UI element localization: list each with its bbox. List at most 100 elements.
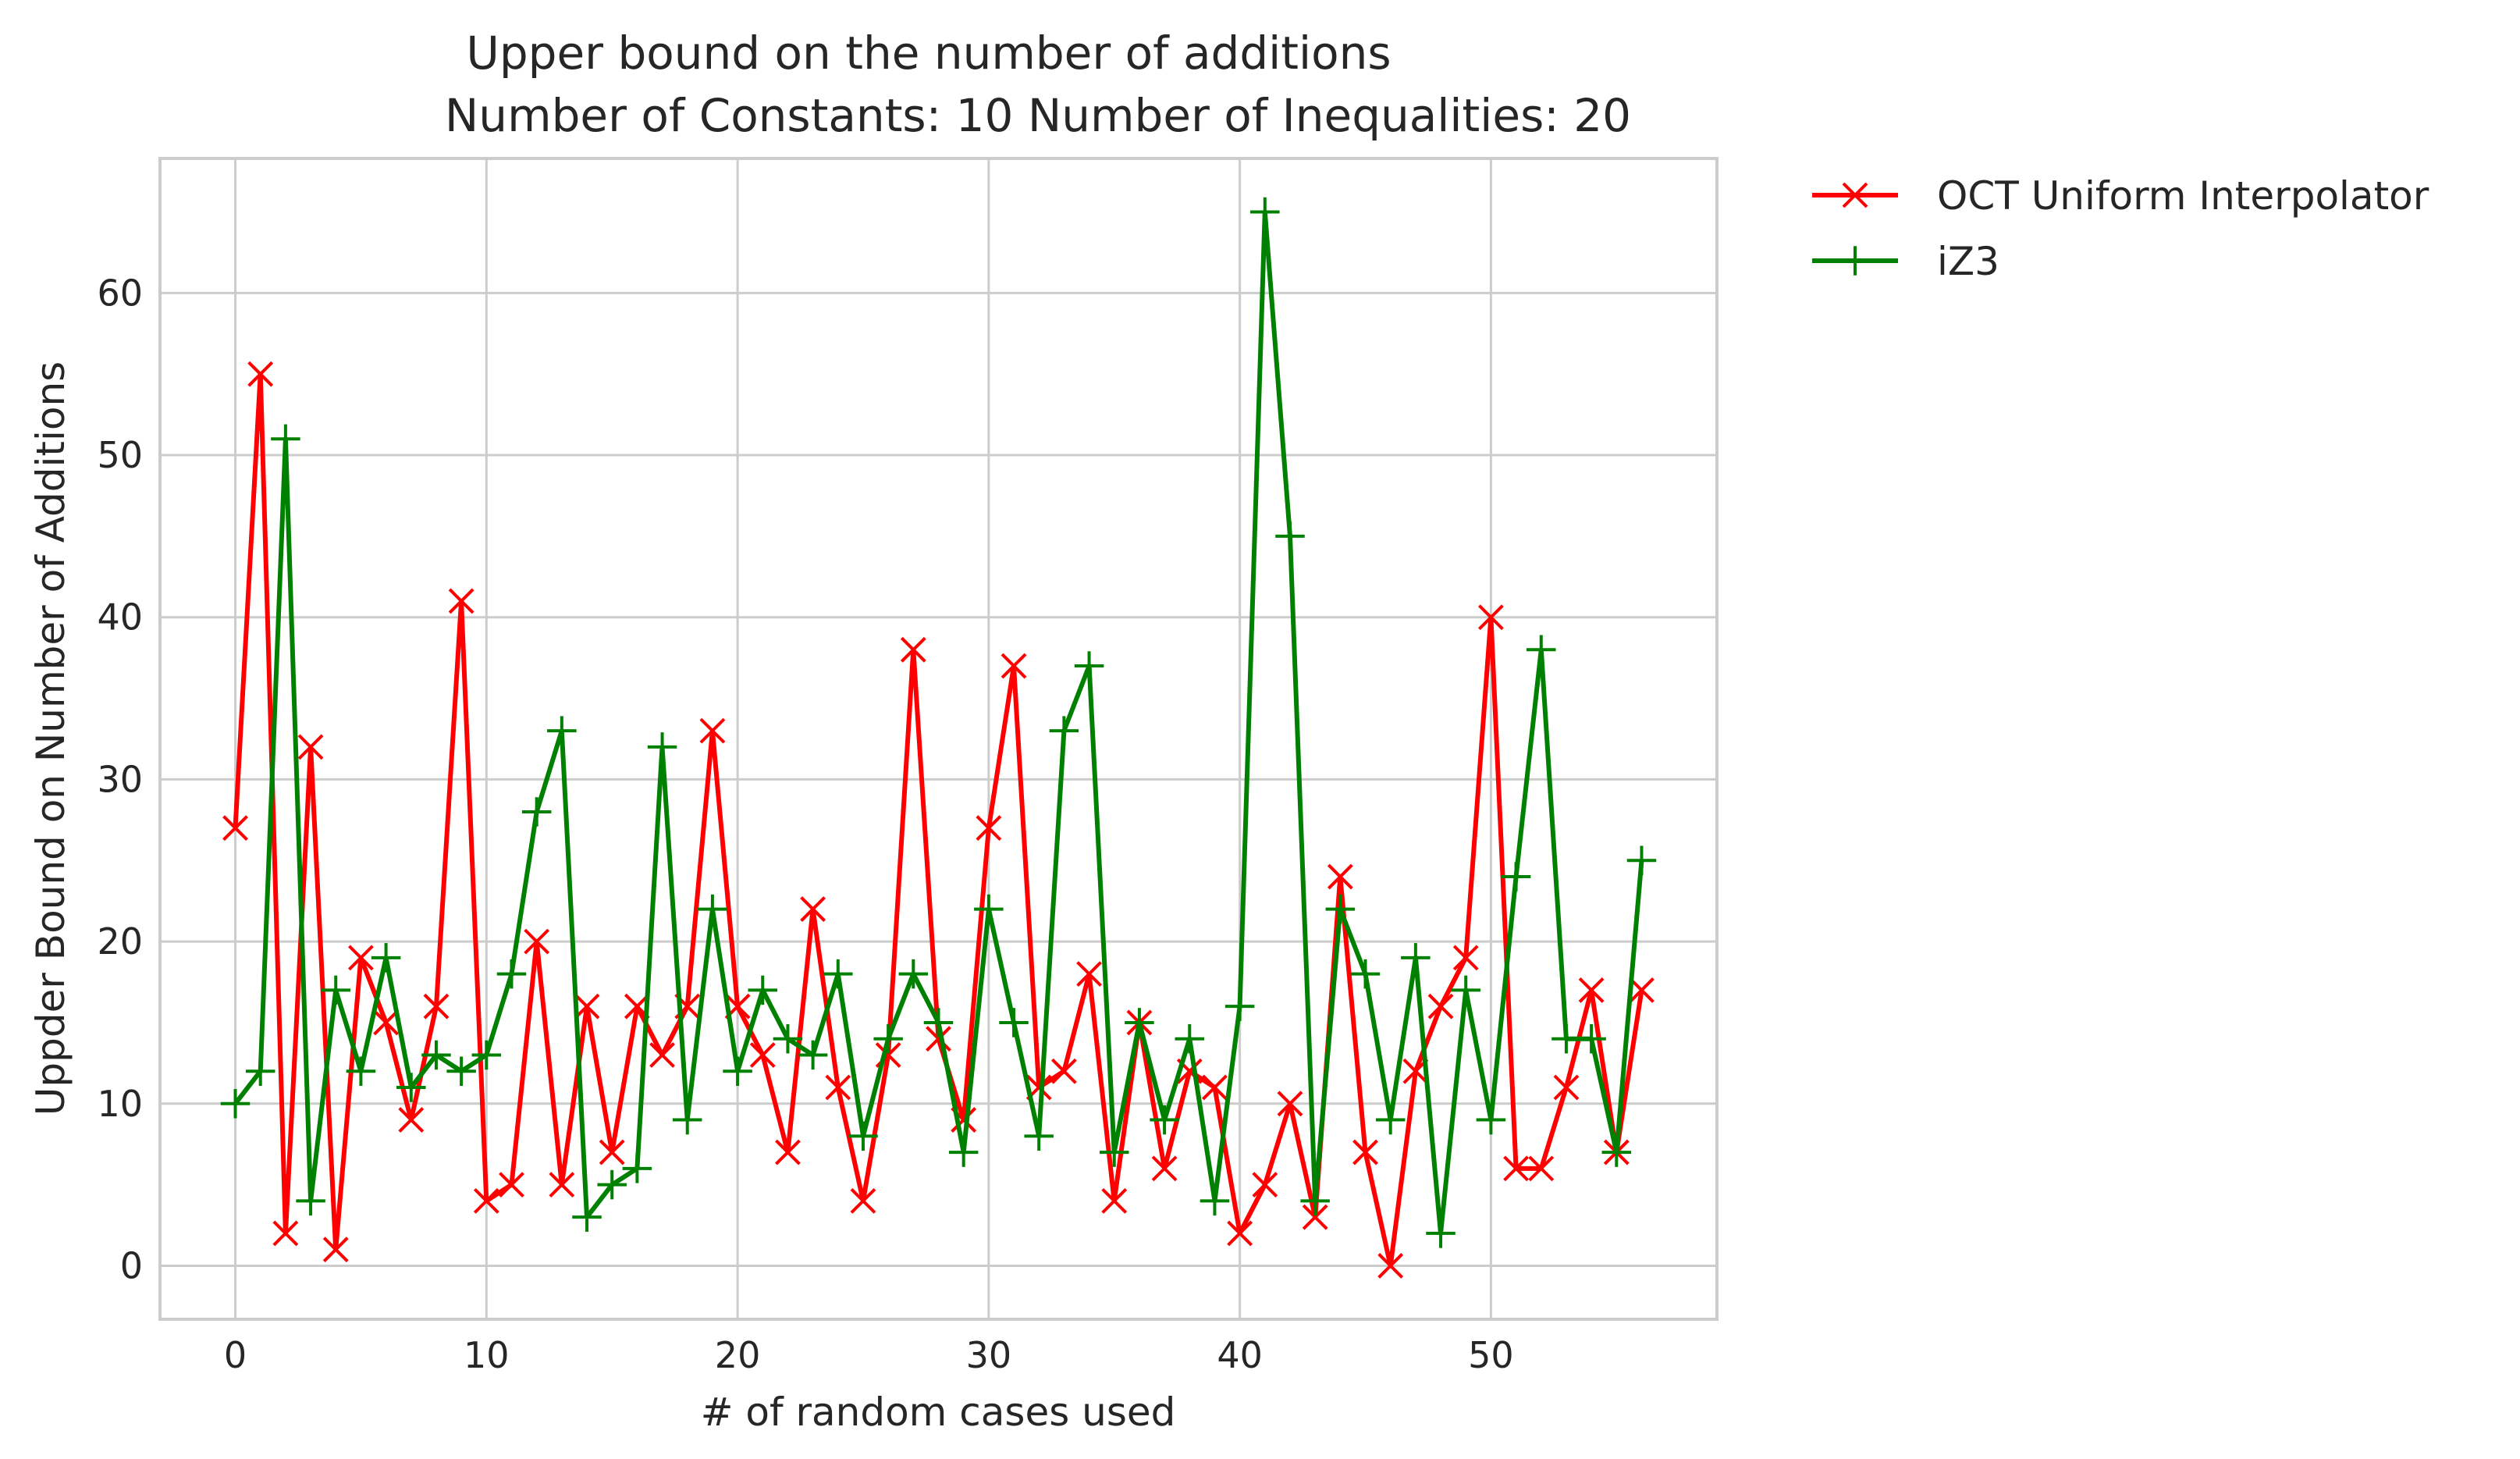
data-point-oct-uniform-interpolator — [348, 945, 374, 971]
chart-title: Upper bound on the number of additions — [466, 27, 1391, 80]
plot-frame — [158, 157, 1719, 1321]
data-point-iz3 — [572, 1202, 602, 1232]
data-point-iz3 — [672, 1105, 702, 1135]
data-point-oct-uniform-interpolator — [1050, 1058, 1077, 1084]
data-point-iz3 — [1375, 1105, 1406, 1135]
grid — [160, 158, 1717, 1319]
data-point-oct-uniform-interpolator — [1076, 961, 1102, 987]
x-tick-label: 0 — [224, 1334, 247, 1376]
y-tick-label: 20 — [97, 920, 143, 963]
data-point-oct-uniform-interpolator — [1377, 1253, 1404, 1279]
data-point-iz3 — [1350, 959, 1381, 989]
tick-labels: 0 10 20 30 40 50 0 10 20 30 40 50 60 — [97, 272, 1513, 1376]
data-point-oct-uniform-interpolator — [825, 1074, 851, 1101]
y-tick-label: 60 — [97, 272, 143, 314]
legend-item-oct-uniform-interpolator: OCT Uniform Interpolator — [1812, 173, 2429, 219]
data-point-iz3 — [873, 1023, 903, 1054]
data-point-oct-uniform-interpolator — [1302, 1204, 1328, 1230]
data-point-iz3 — [296, 1186, 325, 1216]
data-point-iz3 — [220, 1089, 251, 1119]
data-point-oct-uniform-interpolator — [850, 1187, 876, 1214]
y-tick-label: 30 — [97, 758, 143, 800]
data-point-iz3 — [1426, 1219, 1455, 1248]
data-point-oct-uniform-interpolator — [900, 636, 926, 663]
data-point-iz3 — [1099, 1137, 1129, 1167]
data-point-oct-uniform-interpolator — [272, 1220, 299, 1247]
data-point-iz3 — [1275, 521, 1305, 551]
data-point-oct-uniform-interpolator — [1151, 1155, 1178, 1182]
data-point-iz3 — [1125, 1008, 1154, 1037]
data-point-iz3 — [898, 959, 929, 989]
data-point-iz3 — [698, 894, 727, 924]
data-point-oct-uniform-interpolator — [1001, 653, 1027, 679]
data-point-iz3 — [773, 1023, 803, 1054]
data-point-oct-uniform-interpolator — [398, 1107, 425, 1133]
y-tick-label: 10 — [97, 1083, 143, 1125]
data-point-iz3 — [1175, 1023, 1205, 1054]
data-point-iz3 — [547, 716, 577, 746]
legend-marker — [1842, 182, 1868, 208]
data-point-iz3 — [1551, 1023, 1581, 1054]
data-point-oct-uniform-interpolator — [1352, 1139, 1378, 1165]
x-tick-label: 50 — [1468, 1334, 1514, 1376]
data-point-oct-uniform-interpolator — [549, 1172, 575, 1198]
data-point-iz3 — [999, 1008, 1029, 1037]
data-point-oct-uniform-interpolator — [448, 588, 474, 614]
data-point-iz3 — [521, 797, 552, 827]
data-point-oct-uniform-interpolator — [1227, 1220, 1253, 1247]
chart-subtitle: Number of Constants: 10 Number of Inequa… — [445, 89, 1631, 142]
y-tick-label: 50 — [97, 434, 143, 476]
data-point-oct-uniform-interpolator — [524, 928, 550, 955]
data-point-iz3 — [346, 1056, 376, 1086]
data-point-oct-uniform-interpolator — [1327, 863, 1353, 890]
data-point-iz3 — [1626, 845, 1657, 876]
data-point-iz3 — [597, 1169, 627, 1200]
data-point-oct-uniform-interpolator — [599, 1139, 625, 1165]
data-point-oct-uniform-interpolator — [499, 1172, 524, 1198]
data-point-iz3 — [1049, 716, 1079, 746]
data-point-iz3 — [1150, 1105, 1179, 1135]
data-point-iz3 — [245, 1056, 275, 1086]
data-point-oct-uniform-interpolator — [1528, 1155, 1555, 1182]
data-point-oct-uniform-interpolator — [297, 734, 324, 760]
data-point-iz3 — [823, 959, 853, 989]
data-point-oct-uniform-interpolator — [800, 896, 826, 922]
series-group — [220, 197, 1657, 1279]
data-point-oct-uniform-interpolator — [473, 1187, 499, 1214]
data-point-iz3 — [496, 959, 527, 989]
data-point-iz3 — [748, 975, 778, 1005]
data-point-iz3 — [1074, 651, 1104, 681]
data-point-oct-uniform-interpolator — [699, 717, 726, 744]
data-point-oct-uniform-interpolator — [976, 815, 1002, 842]
data-point-iz3 — [1527, 635, 1556, 665]
data-point-iz3 — [622, 1154, 652, 1183]
data-point-iz3 — [421, 1040, 451, 1070]
legend: OCT Uniform Interpolator iZ3 — [1812, 173, 2429, 284]
x-tick-label: 40 — [1217, 1334, 1263, 1376]
data-point-iz3 — [1325, 894, 1356, 924]
data-point-iz3 — [1224, 991, 1255, 1021]
data-point-oct-uniform-interpolator — [1101, 1187, 1128, 1214]
data-point-oct-uniform-interpolator — [649, 1042, 675, 1068]
data-point-iz3 — [446, 1056, 476, 1086]
data-point-oct-uniform-interpolator — [1202, 1074, 1228, 1101]
data-point-iz3 — [974, 894, 1004, 924]
data-point-oct-uniform-interpolator — [423, 993, 450, 1020]
x-tick-label: 30 — [966, 1334, 1012, 1376]
series-oct-uniform-interpolator — [222, 361, 1655, 1279]
data-point-oct-uniform-interpolator — [1452, 945, 1479, 971]
data-point-oct-uniform-interpolator — [1503, 1155, 1529, 1182]
data-point-iz3 — [1451, 975, 1480, 1005]
data-point-iz3 — [798, 1040, 828, 1070]
legend-marker — [1840, 246, 1870, 276]
data-point-iz3 — [1250, 197, 1280, 227]
data-point-oct-uniform-interpolator — [247, 361, 274, 387]
legend-label: OCT Uniform Interpolator — [1937, 173, 2429, 219]
data-point-oct-uniform-interpolator — [1477, 604, 1504, 631]
data-point-iz3 — [723, 1056, 752, 1086]
data-point-iz3 — [1576, 1023, 1606, 1054]
y-tick-label: 40 — [97, 596, 143, 639]
data-point-iz3 — [396, 1073, 426, 1102]
